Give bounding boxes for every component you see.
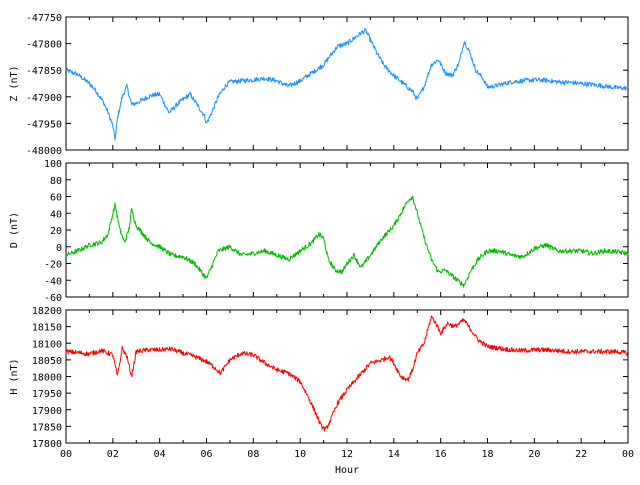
y-tick-label: 60 bbox=[50, 193, 62, 204]
x-tick-label: 02 bbox=[107, 449, 119, 460]
y-tick-label: 18000 bbox=[32, 373, 62, 384]
x-tick-label: 10 bbox=[294, 449, 306, 460]
y-axis-label: Z (nT) bbox=[9, 65, 20, 101]
x-tick-label: 12 bbox=[341, 449, 353, 460]
y-tick-label: -20 bbox=[44, 260, 62, 271]
x-tick-label: 14 bbox=[388, 449, 400, 460]
plot-frame bbox=[65, 162, 629, 298]
x-axis-label: Hour bbox=[335, 465, 359, 476]
y-tick-label: 17900 bbox=[32, 406, 62, 417]
y-tick-label: 100 bbox=[44, 159, 62, 170]
x-tick-label: 22 bbox=[575, 449, 587, 460]
y-tick-label: 18100 bbox=[32, 339, 62, 350]
x-tick-label: 04 bbox=[154, 449, 166, 460]
y-tick-label: 17950 bbox=[32, 389, 62, 400]
x-tick-label: 06 bbox=[200, 449, 212, 460]
plot-frame bbox=[65, 309, 629, 444]
y-tick-label: 40 bbox=[50, 209, 62, 220]
y-tick-label: -47850 bbox=[26, 66, 62, 77]
y-tick-label: -47950 bbox=[26, 119, 62, 130]
y-tick-label: -48000 bbox=[26, 146, 62, 157]
y-axis-label: D (nT) bbox=[9, 212, 20, 248]
y-tick-label: 20 bbox=[50, 226, 62, 237]
y-tick-label: -47900 bbox=[26, 93, 62, 104]
y-tick-label: -60 bbox=[44, 293, 62, 304]
series-line bbox=[65, 195, 629, 288]
series-line bbox=[65, 28, 629, 141]
y-tick-label: -47800 bbox=[26, 40, 62, 51]
y-tick-label: 17800 bbox=[32, 439, 62, 450]
x-tick-label: 00 bbox=[60, 449, 72, 460]
x-tick-label: 20 bbox=[528, 449, 540, 460]
y-tick-label: 18150 bbox=[32, 323, 62, 334]
y-tick-label: 0 bbox=[56, 243, 62, 254]
x-tick-label: 08 bbox=[247, 449, 259, 460]
y-tick-label: 17850 bbox=[32, 422, 62, 433]
x-tick-label: 00 bbox=[622, 449, 634, 460]
y-tick-label: -47750 bbox=[26, 13, 62, 24]
y-tick-label: 18200 bbox=[32, 306, 62, 317]
x-tick-label: 16 bbox=[435, 449, 447, 460]
y-tick-label: 18050 bbox=[32, 356, 62, 367]
series-line bbox=[65, 315, 628, 432]
plot-frame bbox=[65, 16, 629, 151]
y-tick-label: 80 bbox=[50, 176, 62, 187]
x-tick-label: 18 bbox=[481, 449, 493, 460]
y-axis-label: H (nT) bbox=[9, 358, 20, 394]
y-tick-label: -40 bbox=[44, 276, 62, 287]
